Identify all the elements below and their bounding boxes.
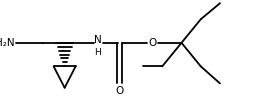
Text: O: O	[116, 86, 124, 96]
Text: O: O	[148, 38, 157, 48]
Text: N: N	[94, 35, 102, 45]
Text: H: H	[95, 48, 101, 57]
Text: H₂N: H₂N	[0, 38, 15, 48]
